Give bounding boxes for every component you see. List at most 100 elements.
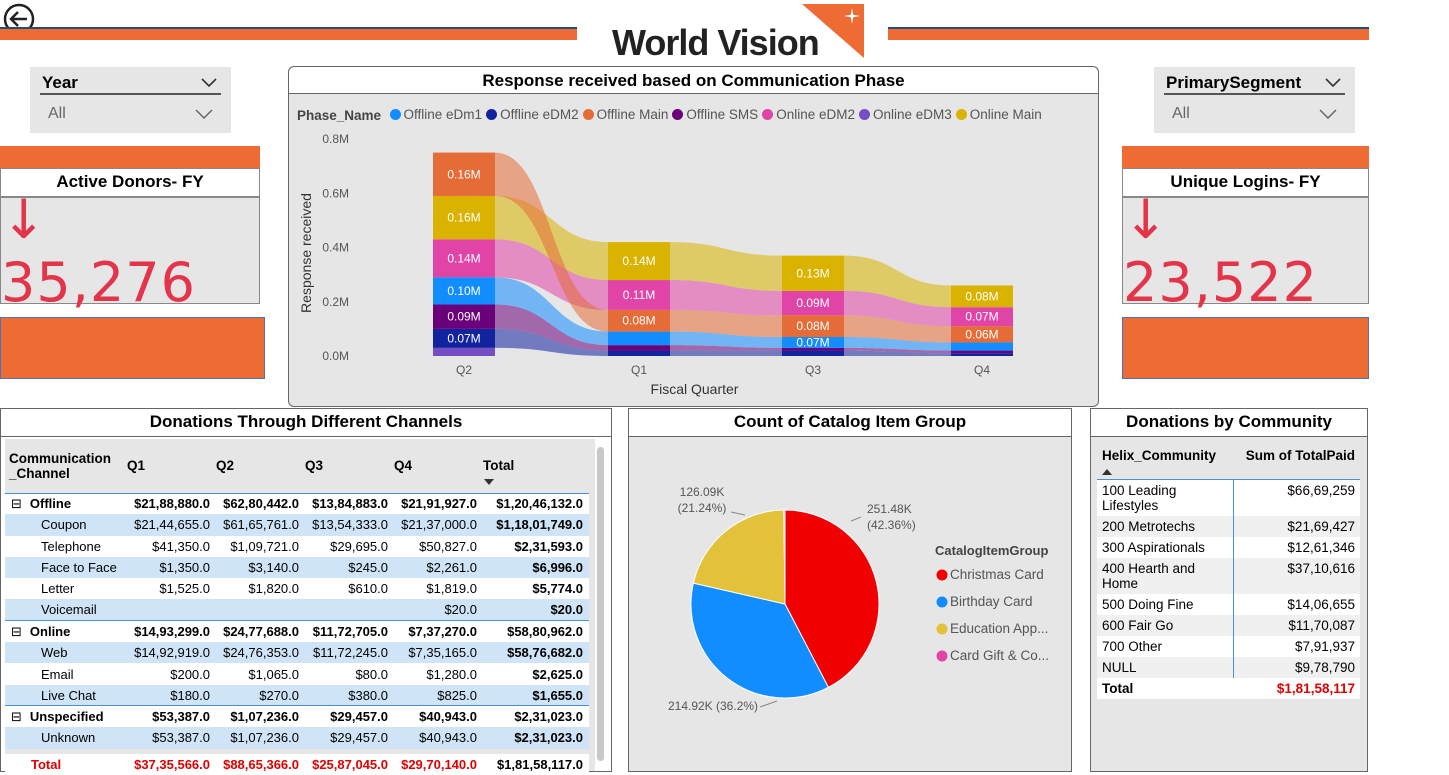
collapse-icon[interactable]: ⊟ [11, 495, 22, 511]
matrix-group-row[interactable]: ⊟ Online $14,93,299.0 $24,77,688.0 $11,72,70… [5, 620, 589, 643]
ribbon-column-segment[interactable] [608, 350, 670, 356]
ribbon-column-segment[interactable] [433, 277, 495, 305]
ribbon-column-segment[interactable] [782, 337, 844, 348]
ribbon-column-segment[interactable] [433, 152, 495, 196]
matrix-cell: $62,80,442.0 [223, 496, 299, 512]
matrix-group-row[interactable]: ⊟ Offline $21,88,880.0 $62,80,442.0 $13,84,8… [5, 493, 589, 515]
ribbon-column-segment[interactable] [951, 285, 1013, 308]
ribbon-column-segment[interactable] [951, 342, 1013, 351]
ribbon-column-segment[interactable] [608, 345, 670, 351]
matrix-cell: $1,819.0 [426, 581, 477, 597]
pie-slice[interactable] [690, 582, 830, 699]
matrix-cell: $40,943.0 [419, 709, 477, 725]
matrix-cell: $1,525.0 [159, 581, 210, 597]
legend-item[interactable]: Online Main [955, 107, 1042, 122]
column-header-sum[interactable]: Sum of TotalPaid [1233, 445, 1360, 480]
pie-slice[interactable] [783, 509, 786, 605]
kpi-left-bottom-bar [0, 317, 265, 379]
pie-slice[interactable] [692, 509, 786, 605]
ribbon-column-segment[interactable] [608, 331, 670, 346]
ribbon-column-segment[interactable] [433, 304, 495, 329]
ribbon-column-segment[interactable] [782, 347, 844, 351]
year-slicer[interactable]: Year All [30, 67, 231, 133]
matrix-child-row[interactable]: Face to Face $1,350.0 $3,140.0 $245.0 $2,261… [5, 556, 589, 579]
table-row[interactable]: 200 Metrotechs $21,69,427 [1097, 515, 1360, 537]
matrix-child-row[interactable]: Live Chat $180.0 $270.0 $380.0 $825.0 $1,655.… [5, 684, 589, 706]
legend-dot-icon [582, 109, 594, 120]
table-row[interactable]: 300 Aspirationals $12,61,346 [1097, 536, 1360, 558]
ribbon-column-segment[interactable] [433, 239, 495, 278]
column-header-community[interactable]: Helix_Community [1097, 445, 1233, 480]
pie-legend-label[interactable]: Card Gift & Co... [950, 648, 1049, 663]
column-header-q3[interactable]: Q3 [305, 458, 324, 474]
legend-item[interactable]: Offline eDm1 [389, 107, 482, 122]
table-row[interactable]: 700 Other $7,91,937 [1097, 635, 1360, 657]
channels-scrollbar[interactable] [597, 447, 604, 761]
ribbon-column-segment[interactable] [782, 315, 844, 338]
matrix-child-row[interactable]: Letter $1,525.0 $1,820.0 $610.0 $1,819.0 $5,7… [5, 578, 589, 600]
legend-item[interactable]: Online eDM3 [858, 107, 952, 122]
matrix-child-row[interactable]: Unknown $53,387.0 $1,07,236.0 $29,457.0 $40,… [5, 727, 589, 749]
matrix-child-row[interactable]: Coupon $21,44,655.0 $61,65,761.0 $13,54,333… [5, 514, 589, 536]
ribbon-column-segment[interactable] [782, 350, 844, 356]
ribbon-column-segment[interactable] [608, 309, 670, 332]
sort-desc-icon [484, 479, 494, 485]
y-tick-label: 0.4M [322, 241, 349, 255]
matrix-child-row[interactable]: Web $14,92,919.0 $24,76,353.0 $11,72,245.0 $… [5, 642, 589, 664]
column-header-q2[interactable]: Q2 [216, 458, 235, 474]
group-label: Offline [29, 495, 72, 511]
collapse-icon[interactable]: ⊟ [11, 623, 22, 639]
table-row[interactable]: 400 Hearth and Home $37,10,616 [1097, 557, 1360, 594]
matrix-cell: $1,655.0 [483, 684, 589, 706]
ribbon-column-segment[interactable] [951, 326, 1013, 343]
pie-legend-label[interactable]: Education App... [950, 621, 1048, 636]
catalog-title: Count of Catalog Item Group [629, 409, 1071, 437]
chevron-down-icon[interactable] [1319, 109, 1337, 119]
column-header-q1[interactable]: Q1 [127, 458, 146, 474]
column-header-community-label: Helix_Community [1102, 448, 1217, 463]
ribbon-column-segment[interactable] [951, 307, 1013, 327]
segment-slicer[interactable]: PrimarySegment All [1154, 67, 1355, 133]
matrix-child-row[interactable]: Email $200.0 $1,065.0 $80.0 $1,280.0 $2,625.0 [5, 663, 589, 685]
legend-label: Online eDM3 [872, 107, 952, 122]
ribbon-column-segment[interactable] [951, 350, 1013, 354]
column-header-channel[interactable]: Communication _Channel [9, 450, 112, 481]
ribbon-column-segment[interactable] [782, 255, 844, 291]
matrix-child-row[interactable]: Voicemail $20.0 $20.0 [5, 599, 589, 621]
chevron-down-icon[interactable] [195, 109, 213, 119]
legend-item[interactable]: Online eDM2 [762, 107, 855, 122]
column-header-q4[interactable]: Q4 [394, 458, 413, 474]
ribbon-column-segment[interactable] [608, 242, 670, 281]
column-header-total[interactable]: Total [483, 439, 589, 493]
x-tick-label: Q2 [456, 363, 472, 377]
channels-total-row: Total $37,35,566.0 $88,65,366.0 $25,87,0… [5, 754, 589, 775]
unique-logins-value: ↓ 23,522 [1122, 188, 1369, 314]
matrix-cell: $610.0 [348, 581, 388, 597]
ribbon-column-segment[interactable] [951, 353, 1013, 356]
ribbon-column-segment[interactable] [433, 328, 495, 348]
table-row[interactable]: NULL $9,78,790 [1097, 656, 1360, 678]
matrix-cell: $41,350.0 [152, 538, 210, 554]
collapse-icon[interactable]: ⊟ [11, 708, 22, 724]
total-grand: $1,81,58,117.0 [496, 757, 583, 773]
legend-item[interactable]: Offline eDM2 [486, 107, 579, 122]
matrix-child-row[interactable]: Telephone $41,350.0 $1,09,721.0 $29,695.0 $5… [5, 535, 589, 557]
legend-item[interactable]: Offline SMS [672, 107, 758, 122]
ribbon-column-segment[interactable] [782, 290, 844, 316]
pie-legend-label[interactable]: Christmas Card [950, 567, 1044, 582]
ribbon-chart-panel[interactable]: Response received based on Communication… [288, 66, 1099, 407]
matrix-cell: $1,20,46,132.0 [496, 496, 583, 512]
channel-label: Letter [41, 581, 75, 597]
table-row[interactable]: 500 Doing Fine $14,06,655 [1097, 593, 1360, 615]
pie-slice[interactable] [784, 509, 880, 689]
legend-item[interactable]: Offline Main [582, 107, 668, 122]
matrix-group-row[interactable]: ⊟ Unspecified $53,387.0 $1,07,236.0 $29,457.… [5, 705, 589, 728]
ribbon-column-segment[interactable] [433, 347, 495, 356]
matrix-cell: $3,140.0 [216, 556, 305, 579]
leader-line [850, 516, 862, 522]
ribbon-column-segment[interactable] [433, 195, 495, 240]
table-row[interactable]: 100 Leading Lifestyles $66,69,259 [1097, 479, 1360, 516]
table-row[interactable]: 600 Fair Go $11,70,087 [1097, 614, 1360, 636]
pie-legend-label[interactable]: Birthday Card [950, 594, 1033, 609]
ribbon-column-segment[interactable] [608, 280, 670, 310]
